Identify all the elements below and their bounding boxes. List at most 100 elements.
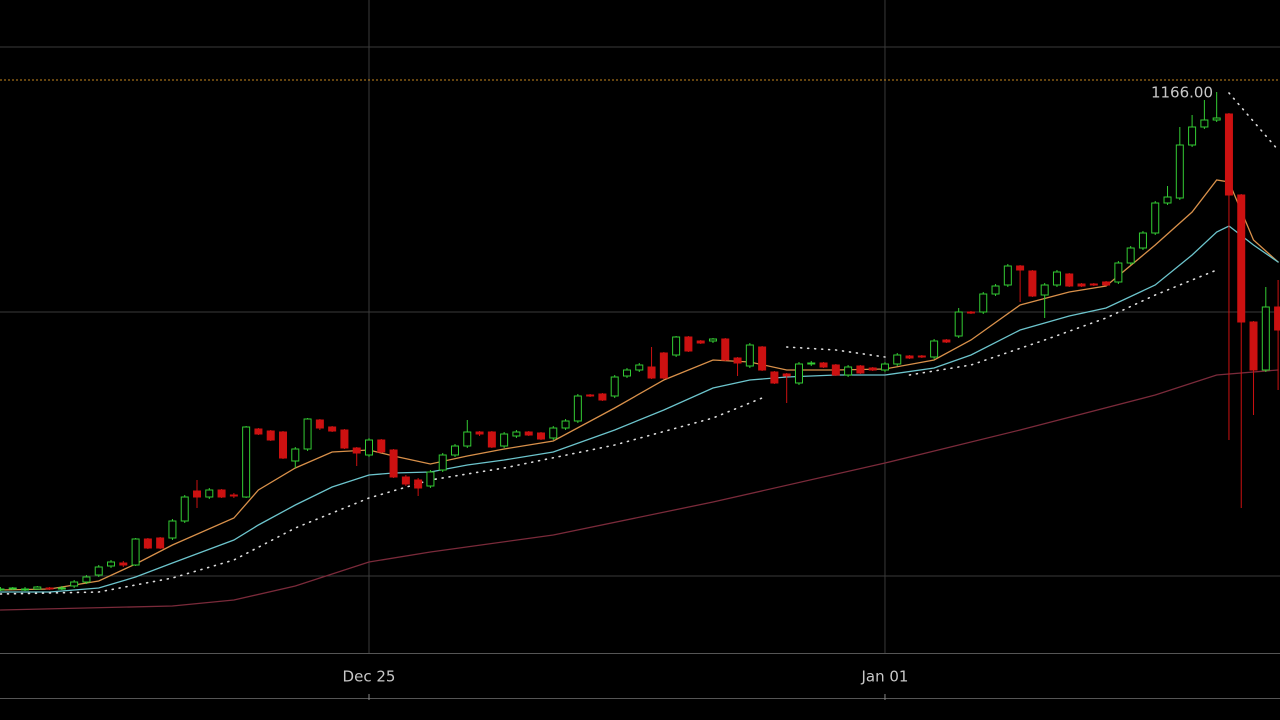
candle-body <box>1052 271 1061 286</box>
candle-body <box>8 587 17 590</box>
candle-body <box>794 363 803 384</box>
candle-body <box>844 366 853 376</box>
candle-body <box>82 576 91 583</box>
candle-body <box>156 537 165 549</box>
indicator-line <box>0 179 1279 591</box>
candle-body <box>315 419 324 429</box>
candle-body <box>475 431 484 435</box>
candle-body <box>401 476 410 485</box>
candle-body <box>1114 262 1123 283</box>
candle-body <box>1089 283 1098 286</box>
candle-body <box>1040 284 1049 296</box>
candle-body <box>979 293 988 313</box>
candle-body <box>1224 113 1233 196</box>
candle-body <box>438 454 447 471</box>
candle-body <box>193 490 202 498</box>
candle-body <box>782 373 791 377</box>
candle-body <box>414 479 423 489</box>
candle-body <box>1212 117 1221 121</box>
candle-body <box>168 520 177 539</box>
candle-body <box>1065 273 1074 287</box>
candle-body <box>1003 265 1012 286</box>
candle-body <box>389 449 398 478</box>
candle-body <box>1028 270 1037 297</box>
x-tick-label: Jan 01 <box>860 668 908 686</box>
candle-body <box>0 588 5 591</box>
candle-body <box>721 338 730 361</box>
candle-body <box>1249 321 1258 371</box>
candle-body <box>1274 306 1280 331</box>
candle-body <box>242 426 251 498</box>
candle-body <box>266 430 275 441</box>
candle-body <box>1237 194 1246 323</box>
candle-body <box>524 431 533 436</box>
candle-body <box>217 489 226 498</box>
candle-body <box>500 433 509 447</box>
candle-body <box>463 431 472 447</box>
candle-body <box>57 587 66 590</box>
candle-body <box>21 588 30 591</box>
candle-body <box>180 496 189 522</box>
candle-body <box>1151 202 1160 234</box>
candle-body <box>831 364 840 376</box>
candle-body <box>229 494 238 497</box>
candle-body <box>1163 196 1172 204</box>
candle-body <box>856 365 865 374</box>
candle-body <box>561 420 570 429</box>
candle-body <box>696 340 705 344</box>
candle-body <box>966 311 975 314</box>
candle-body <box>659 352 668 379</box>
candle-body <box>1016 265 1025 271</box>
candle-body <box>745 344 754 367</box>
candle-body <box>708 338 717 342</box>
candle-body <box>758 346 767 371</box>
candle-body <box>377 439 386 453</box>
candle-body <box>954 311 963 337</box>
candle-body <box>635 364 644 371</box>
candle-body <box>819 362 828 368</box>
candle-body <box>1126 247 1135 264</box>
indicator-line <box>0 92 1279 595</box>
candle-body <box>365 439 373 456</box>
candle-body <box>672 336 681 356</box>
candle-body <box>303 418 312 450</box>
candle-body <box>880 363 889 371</box>
x-tick-label: Dec 25 <box>343 668 396 686</box>
candle-body <box>1188 126 1197 146</box>
candle-body <box>905 355 914 359</box>
candle-body <box>549 427 558 439</box>
candle-body <box>868 367 877 371</box>
candle-body <box>622 369 631 377</box>
candle-body <box>33 586 42 590</box>
candle-body <box>340 429 349 449</box>
candle-body <box>254 428 263 435</box>
candle-body <box>1175 144 1184 199</box>
candle-body <box>930 340 939 358</box>
candle-body <box>279 431 288 459</box>
candle-body <box>119 562 128 566</box>
candle-body <box>70 581 79 587</box>
candle-body <box>991 285 1000 295</box>
candle-body <box>610 376 619 397</box>
candle-body <box>487 431 496 448</box>
indicator-line <box>0 225 1279 593</box>
candle-body <box>205 489 214 498</box>
candle-body <box>450 445 459 456</box>
candle-body <box>1102 281 1111 286</box>
candle-body <box>291 448 300 462</box>
candle-body <box>512 431 521 437</box>
candle-body <box>598 393 607 401</box>
candle-body <box>1200 119 1209 128</box>
candle-body <box>1261 306 1270 371</box>
candle-body <box>45 587 54 590</box>
candle-body <box>917 355 926 358</box>
candle-body <box>684 336 693 352</box>
candle-body <box>807 362 816 365</box>
price-label: 1166.00 <box>1151 84 1213 102</box>
candle-body <box>942 339 951 343</box>
candle-body <box>1077 283 1086 287</box>
candle-body <box>426 471 435 487</box>
candle-body <box>143 538 152 549</box>
